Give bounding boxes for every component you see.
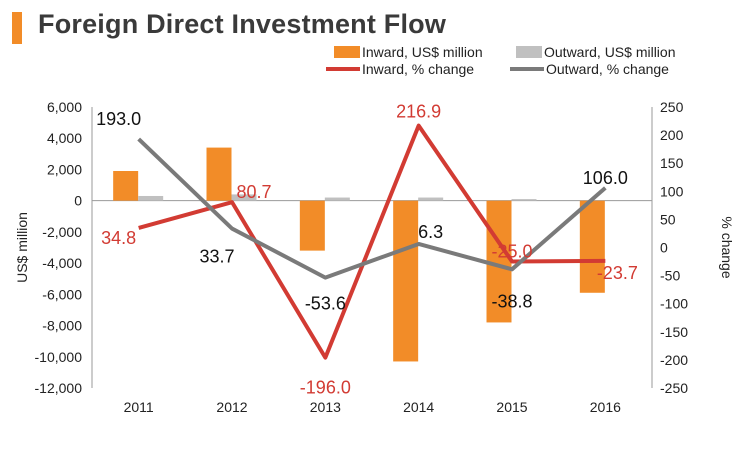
x-tick-label: 2016 (590, 399, 621, 415)
inward-bar (393, 200, 419, 362)
right-axis-title: % change (719, 216, 735, 278)
legend-label: Inward, US$ million (362, 44, 483, 60)
right-tick-label: 100 (660, 183, 684, 199)
inward-bar (579, 200, 605, 293)
legend-label: Inward, % change (362, 61, 474, 77)
right-tick-label: 200 (660, 127, 684, 143)
inward-change-data-label: 216.9 (396, 102, 441, 122)
outward-bar (324, 197, 350, 201)
inward-change-data-label: 34.8 (101, 228, 136, 248)
x-tick-label: 2012 (216, 399, 247, 415)
outward-bar (418, 197, 444, 201)
right-tick-label: -100 (660, 296, 688, 312)
outward-bar (138, 195, 164, 201)
left-tick-label: 2,000 (47, 161, 82, 177)
inward-bar (206, 147, 232, 201)
right-tick-label: 150 (660, 155, 684, 171)
right-tick-label: 0 (660, 240, 668, 256)
left-tick-label: -6,000 (42, 286, 82, 302)
inward-change-line (138, 123, 606, 360)
outward-change-data-label: 33.7 (199, 247, 234, 267)
outward-change-data-label: -38.8 (491, 291, 532, 311)
left-tick-label: 0 (74, 193, 82, 209)
right-tick-label: 50 (660, 211, 676, 227)
outward-change-data-label: 193.0 (96, 109, 141, 129)
left-axis-title: US$ million (14, 212, 30, 283)
legend-label: Outward, % change (546, 61, 669, 77)
x-tick-label: 2011 (124, 399, 154, 415)
inward-bar (299, 200, 325, 251)
legend-label: Outward, US$ million (544, 44, 676, 60)
outward-change-line (137, 137, 607, 280)
outward-bar (511, 199, 537, 201)
left-tick-label: -10,000 (35, 349, 83, 365)
right-tick-label: -50 (660, 268, 680, 284)
outward-change-data-label: 106.0 (583, 168, 628, 188)
inward-change-data-label: -23.7 (597, 263, 638, 283)
left-tick-label: -4,000 (42, 255, 82, 271)
right-tick-label: -200 (660, 352, 688, 368)
legend-swatch-bar (516, 46, 542, 58)
outward-change-data-label: -53.6 (305, 294, 346, 314)
outward-bar (231, 194, 257, 201)
x-tick-label: 2014 (403, 399, 434, 415)
title-accent-bar (12, 12, 22, 44)
left-tick-label: -2,000 (42, 224, 82, 240)
inward-bar (113, 171, 139, 201)
legend-swatch-bar (334, 46, 360, 58)
inward-change-data-label: -196.0 (300, 378, 351, 398)
x-tick-label: 2015 (496, 399, 527, 415)
right-tick-label: 250 (660, 99, 684, 115)
left-tick-label: 6,000 (47, 99, 82, 115)
left-tick-label: -12,000 (35, 380, 83, 396)
inward-change-data-label: 80.7 (236, 182, 271, 202)
right-tick-label: -250 (660, 380, 688, 396)
inward-change-data-label: -25.0 (491, 242, 532, 262)
outward-change-data-label: 6.3 (418, 222, 443, 242)
x-tick-label: 2013 (310, 399, 341, 415)
left-tick-label: -8,000 (42, 318, 82, 334)
page-title: Foreign Direct Investment Flow (38, 9, 447, 39)
right-tick-label: -150 (660, 324, 688, 340)
left-tick-label: 4,000 (47, 130, 82, 146)
